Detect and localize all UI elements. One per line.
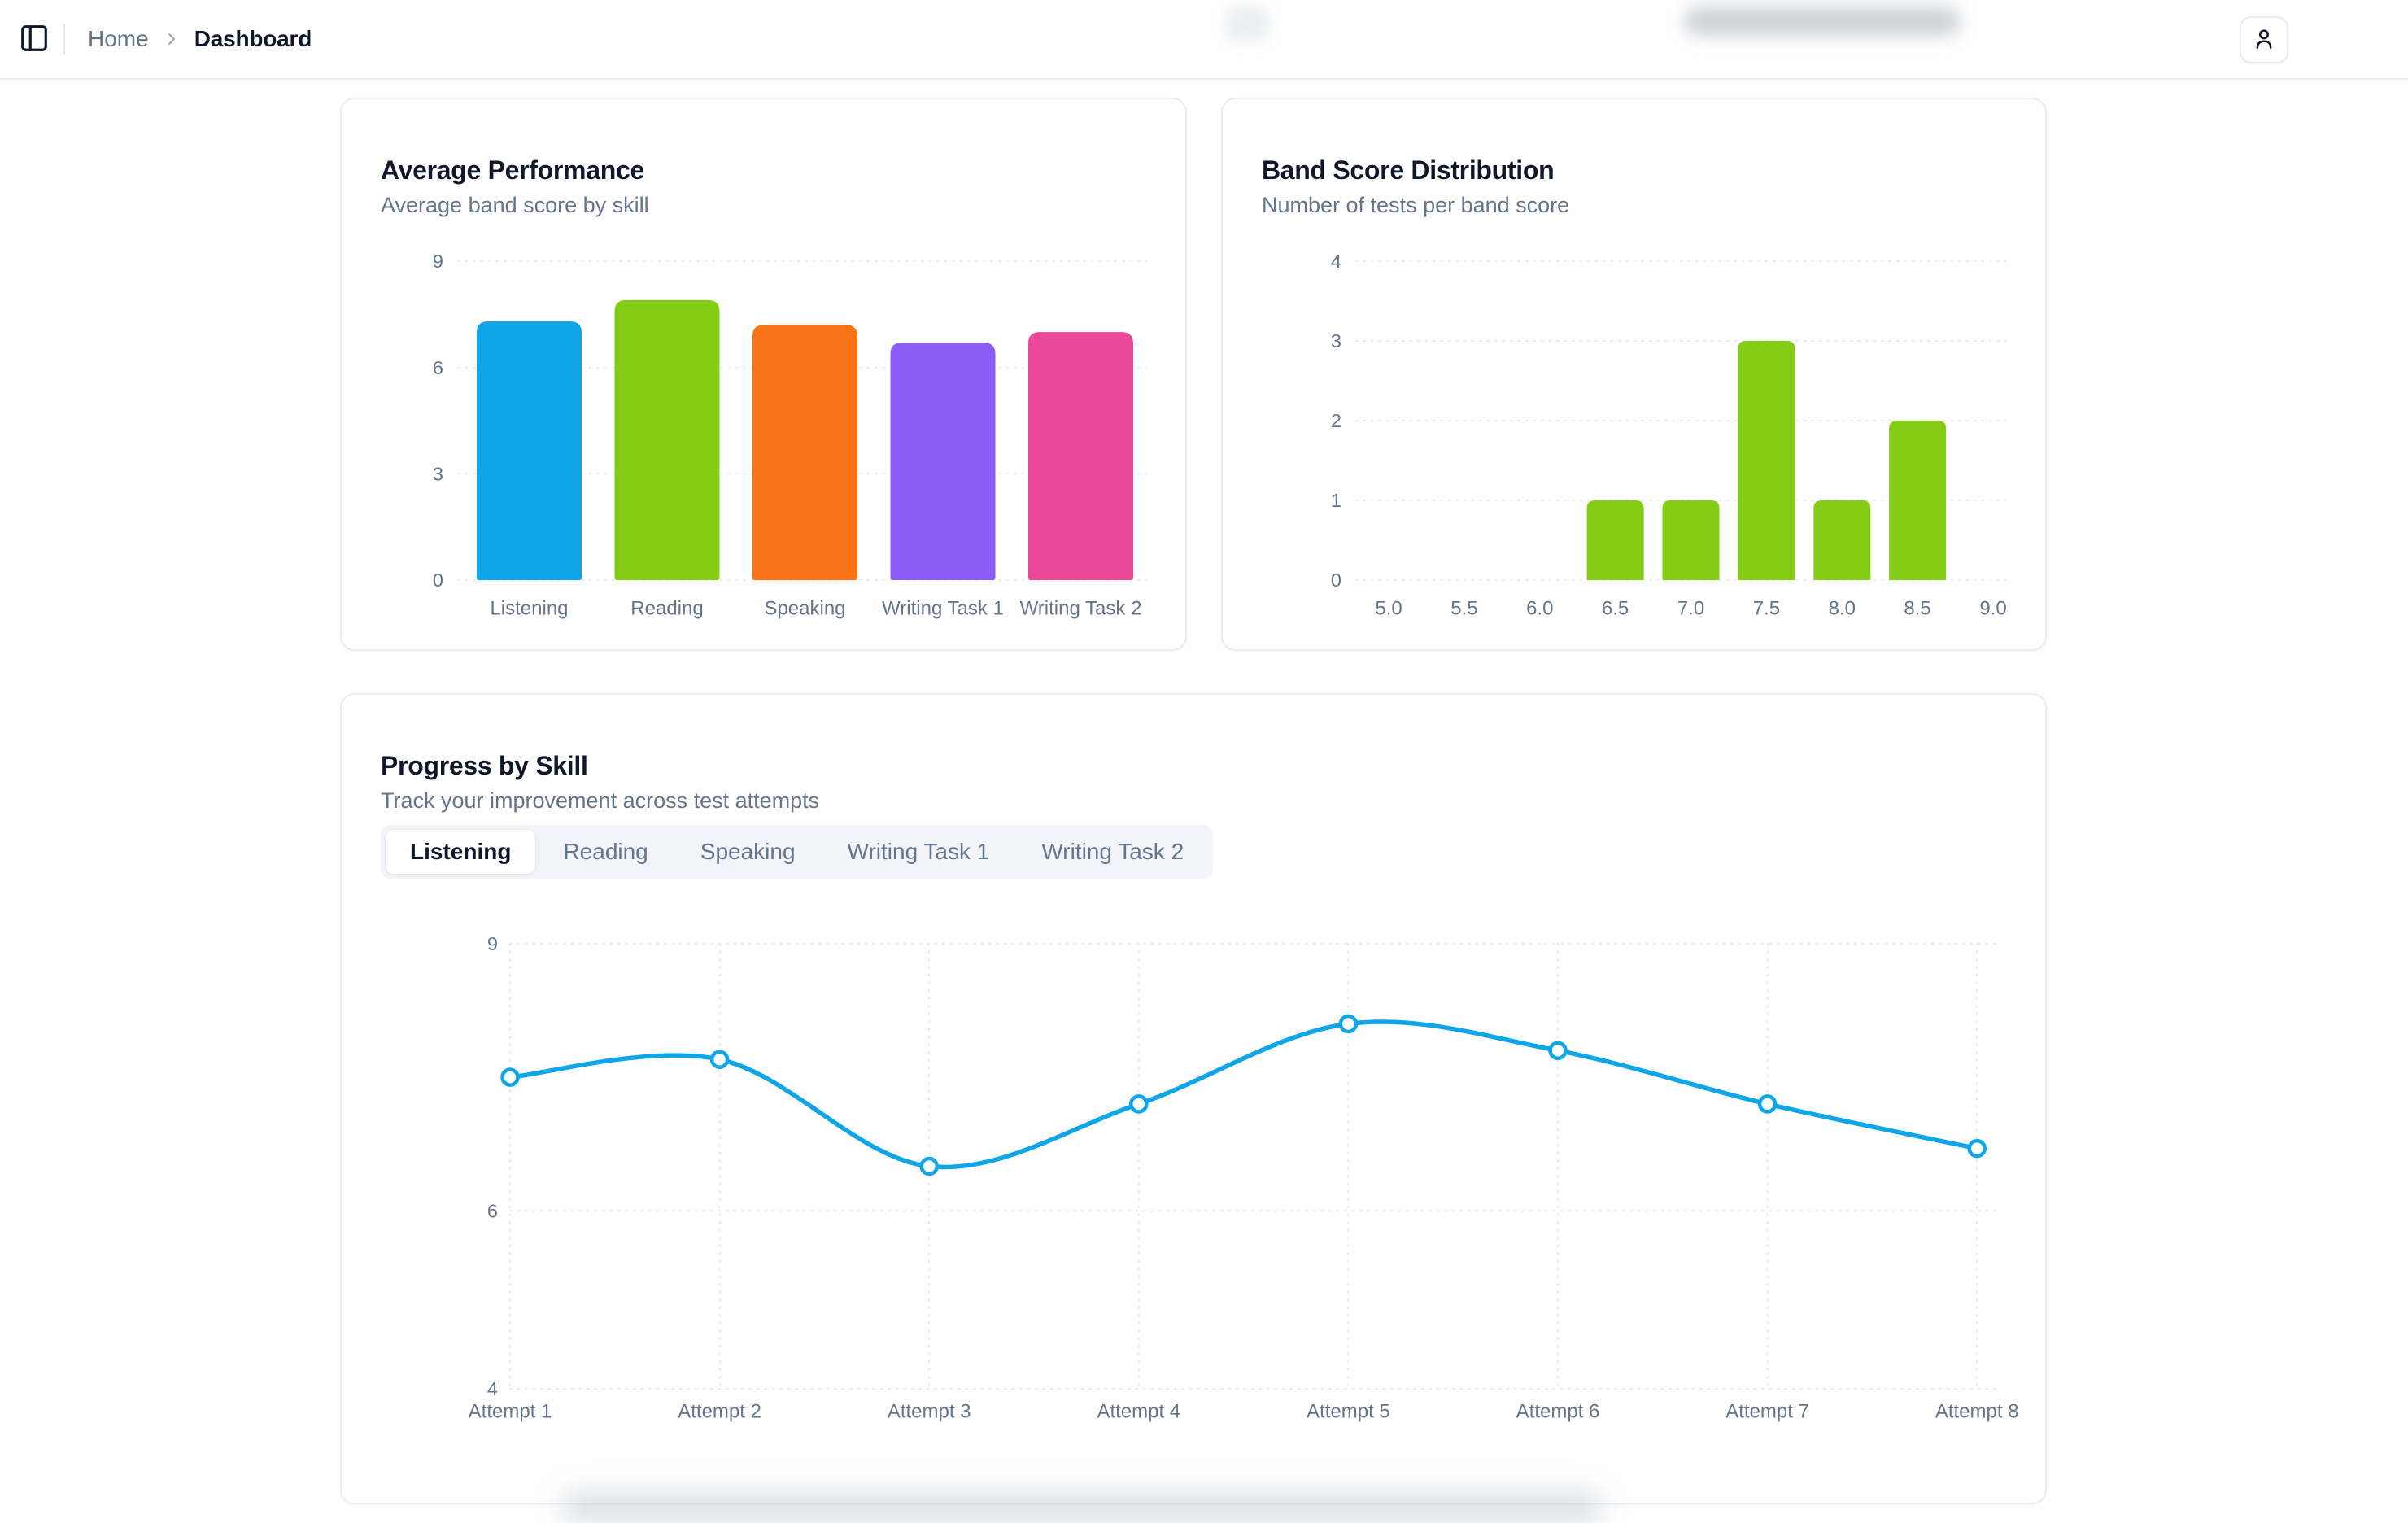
progress-by-skill-card: Progress by Skill Track your improvement… [340, 693, 2047, 1504]
user-icon [2252, 27, 2276, 54]
svg-text:Writing Task 1: Writing Task 1 [882, 597, 1004, 619]
card-subtitle: Average band score by skill [381, 193, 649, 217]
user-menu-button[interactable] [2240, 16, 2288, 63]
breadcrumb-current-page: Dashboard [194, 26, 312, 51]
band-distribution-card: Band Score Distribution Number of tests … [1221, 98, 2047, 651]
tab-speaking[interactable]: Speaking [676, 830, 820, 874]
svg-text:8.0: 8.0 [1829, 597, 1856, 619]
tab-listening[interactable]: Listening [386, 830, 536, 874]
below-fold-shadow [561, 1492, 1603, 1523]
svg-text:6: 6 [487, 1200, 498, 1221]
tab-reading[interactable]: Reading [539, 830, 672, 874]
card-subtitle: Number of tests per band score [1262, 193, 1570, 217]
svg-text:8.5: 8.5 [1904, 597, 1930, 619]
svg-text:5.5: 5.5 [1450, 597, 1477, 619]
card-subtitle: Track your improvement across test attem… [381, 788, 820, 813]
chevron-right-icon [162, 29, 181, 49]
svg-text:Attempt 7: Attempt 7 [1725, 1400, 1809, 1422]
svg-text:9.0: 9.0 [1979, 597, 2006, 619]
svg-text:4: 4 [487, 1378, 498, 1399]
svg-text:7.5: 7.5 [1753, 597, 1780, 619]
svg-text:5.0: 5.0 [1375, 597, 1402, 619]
card-title: Average Performance [381, 155, 644, 185]
svg-text:2: 2 [1331, 410, 1341, 431]
breadcrumb-home-link[interactable]: Home [88, 26, 149, 51]
svg-text:6.5: 6.5 [1602, 597, 1629, 619]
svg-text:Listening: Listening [490, 597, 568, 619]
progress-line-chart: 4 6 9 Attempt 1 Attempt 2 Attempt 3 Attempt 4 A… [381, 927, 2019, 1460]
band-distribution-bar-chart: 0 1 2 3 4 5.0 5.5 6.0 6.5 7.0 7.5 8.0 8.5 9.0 [1262, 245, 2008, 635]
average-performance-card: Average Performance Average band score b… [340, 98, 1187, 651]
header-divider [63, 24, 65, 55]
svg-text:7.0: 7.0 [1677, 597, 1704, 619]
svg-text:3: 3 [1331, 330, 1341, 351]
card-title: Band Score Distribution [1262, 155, 1555, 185]
svg-text:0: 0 [433, 569, 443, 591]
svg-text:Attempt 4: Attempt 4 [1097, 1400, 1180, 1422]
svg-text:Attempt 5: Attempt 5 [1307, 1400, 1390, 1422]
svg-text:Speaking: Speaking [764, 597, 845, 619]
svg-text:0: 0 [1331, 569, 1341, 591]
top-bar: Home Dashboard [0, 0, 2408, 80]
tab-writing-task-2[interactable]: Writing Task 2 [1017, 830, 1208, 874]
svg-text:Attempt 1: Attempt 1 [469, 1400, 552, 1422]
svg-text:3: 3 [433, 464, 443, 485]
blurred-text-placeholder [1684, 7, 1961, 36]
svg-text:6: 6 [433, 357, 443, 378]
sidebar-toggle-button[interactable] [13, 18, 55, 60]
breadcrumb: Home Dashboard [88, 26, 312, 52]
svg-text:Attempt 8: Attempt 8 [1935, 1400, 2019, 1422]
svg-text:9: 9 [487, 933, 498, 954]
average-performance-bar-chart: 0 3 6 9 Listening Reading Speaking Writing Task… [381, 245, 1148, 635]
blurred-placeholder-small [1225, 7, 1269, 41]
svg-text:1: 1 [1331, 490, 1341, 511]
panel-left-icon [19, 23, 50, 56]
svg-text:Reading: Reading [630, 597, 703, 619]
svg-text:Attempt 3: Attempt 3 [888, 1400, 971, 1422]
svg-text:Attempt 2: Attempt 2 [678, 1400, 761, 1422]
svg-text:Writing Task 2: Writing Task 2 [1020, 597, 1142, 619]
svg-text:9: 9 [433, 251, 443, 272]
svg-text:Attempt 6: Attempt 6 [1516, 1400, 1600, 1422]
skill-tabs: Listening Reading Speaking Writing Task 1 Wr… [381, 825, 1214, 879]
card-title: Progress by Skill [381, 750, 588, 780]
tab-writing-task-1[interactable]: Writing Task 1 [823, 830, 1014, 874]
svg-text:4: 4 [1331, 251, 1341, 272]
svg-text:6.0: 6.0 [1526, 597, 1553, 619]
